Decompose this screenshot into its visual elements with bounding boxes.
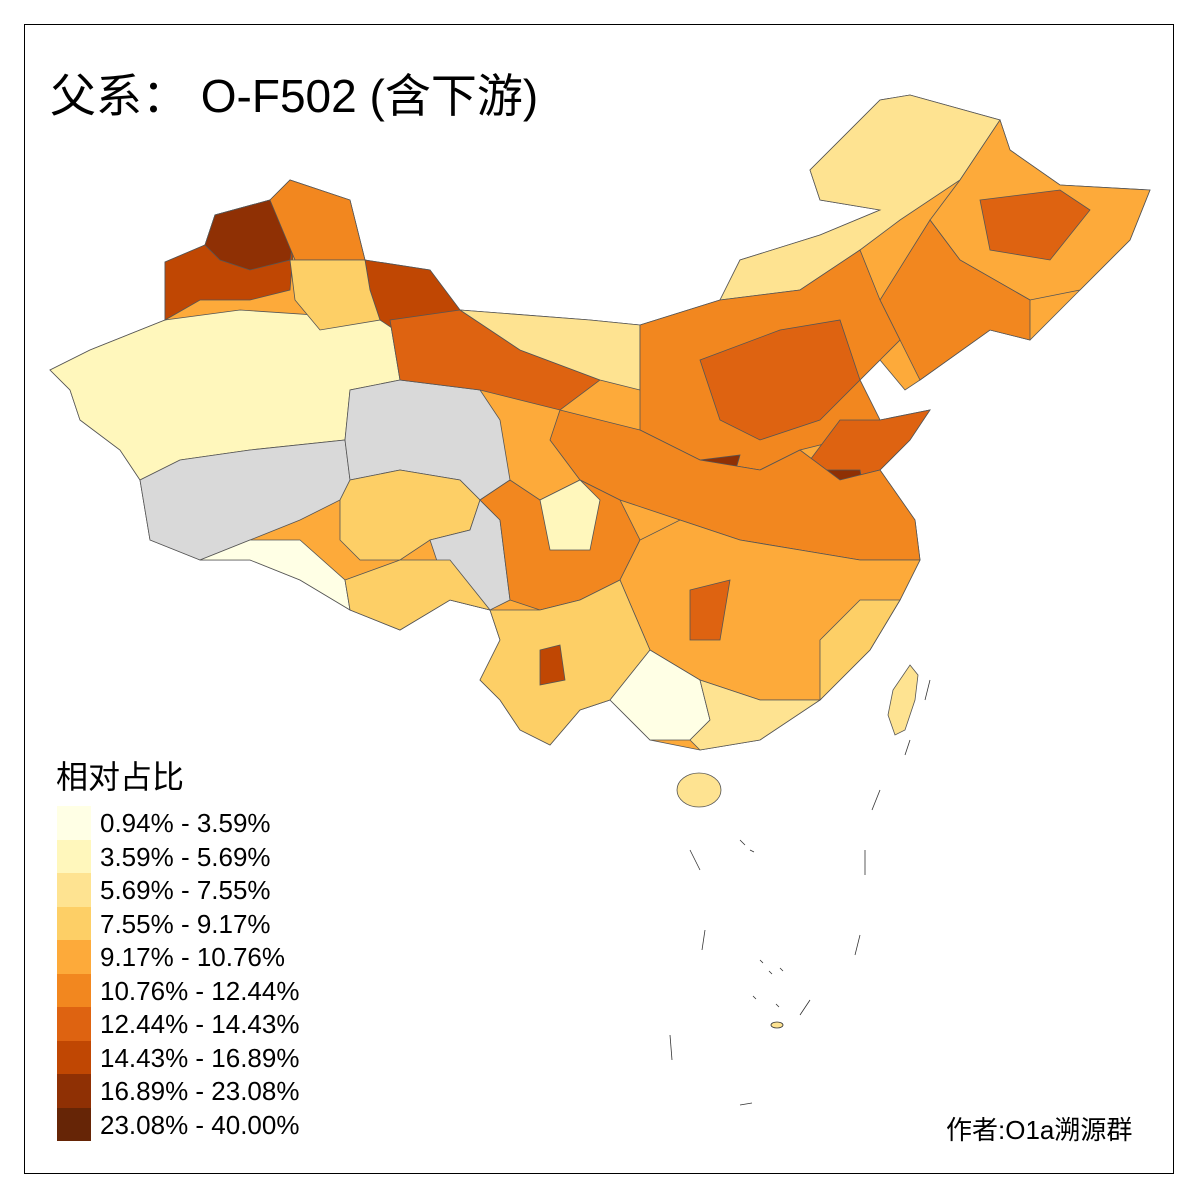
- legend-title: 相对占比: [56, 759, 185, 795]
- region-fujian: [819, 599, 901, 701]
- legend-swatch: [57, 1074, 91, 1108]
- legend-swatch: [57, 839, 91, 873]
- legend-swatch: [57, 873, 91, 907]
- legend-swatch: [57, 1007, 91, 1041]
- region-tibet-east: [344, 559, 492, 631]
- legend-label: 10.76% - 12.44%: [100, 975, 300, 1006]
- legend-label: 12.44% - 14.43%: [100, 1009, 300, 1039]
- legend-swatch: [57, 806, 91, 840]
- region-altay: [269, 179, 366, 261]
- legend-label: 3.59% - 5.69%: [100, 841, 271, 872]
- author-credit: 作者:O1a溯源群: [946, 1115, 1133, 1145]
- region-shanxi-hebei: [699, 319, 861, 441]
- legend-label: 9.17% - 10.76%: [100, 942, 286, 972]
- region-heilongjiang-core: [979, 189, 1091, 261]
- legend-swatch: [57, 940, 91, 974]
- legend-swatch: [57, 906, 91, 940]
- taiwan-island: [887, 664, 919, 736]
- hainan-island: [676, 772, 722, 808]
- legend-swatch: [57, 973, 91, 1007]
- region-xinjiang-center: [289, 259, 381, 331]
- map-title: 父系： O-F502 (含下游): [50, 70, 539, 122]
- legend-swatch: [57, 1040, 91, 1074]
- region-inner-mongolia-east: [719, 94, 1001, 301]
- legend-swatch: [57, 1107, 91, 1141]
- legend-label: 16.89% - 23.08%: [100, 1076, 300, 1106]
- legend-label: 5.69% - 7.55%: [100, 875, 271, 905]
- legend-label: 14.43% - 16.89%: [100, 1042, 300, 1073]
- region-hunan-west: [689, 579, 731, 641]
- legend-label: 0.94% - 3.59%: [100, 808, 271, 838]
- frame-border: [24, 24, 1174, 1174]
- region-guangdong: [689, 679, 822, 751]
- region-yunnan: [479, 579, 651, 746]
- region-yunnan-hot: [539, 644, 566, 686]
- region-sichuan-basin: [539, 479, 601, 551]
- south-sea-islands: [669, 679, 931, 1106]
- legend-label: 7.55% - 9.17%: [100, 908, 271, 939]
- legend-label: 23.08% - 40.00%: [100, 1109, 300, 1140]
